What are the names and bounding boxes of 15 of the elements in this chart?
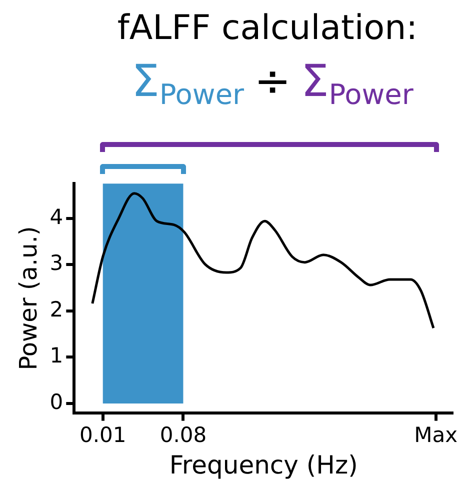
y-axis-title: Power (a.u.) (14, 226, 43, 370)
y-tick-label: 1 (50, 344, 64, 368)
y-tick-label: 2 (50, 297, 64, 322)
chart-title: fALFF calculation: (116, 8, 419, 48)
text: ÷ (254, 55, 291, 109)
x-tick-label: Max (414, 422, 458, 447)
y-tick-label: 0 (50, 390, 64, 414)
text: Σ$_{Power}$ (132, 55, 244, 113)
x-tick-label: 0.01 (79, 422, 126, 447)
text: Σ$_{Power}$ (300, 55, 414, 113)
x-axis-title: Frequency (Hz) (169, 450, 358, 480)
y-tick-label: 4 (50, 204, 64, 229)
x-tick-label: 0.08 (160, 422, 207, 447)
line-series (91, 192, 435, 330)
y-tick-label: 3 (50, 251, 64, 276)
